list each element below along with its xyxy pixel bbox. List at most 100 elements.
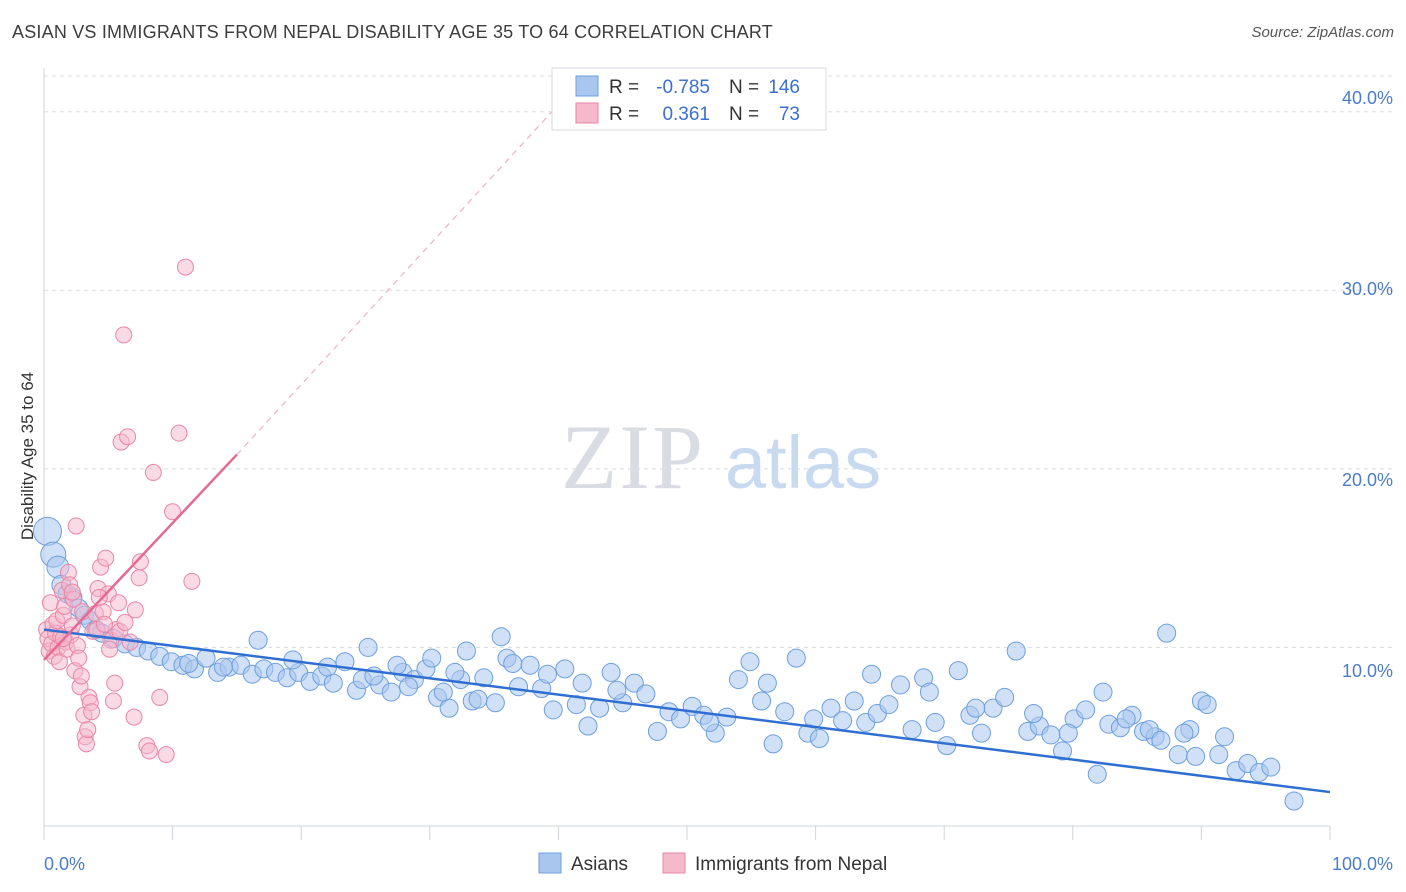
asians-point [1093,682,1113,702]
watermark: ZIP atlas [561,406,881,508]
nepal-point [104,692,122,710]
asians-point [358,637,378,657]
asians-point [902,720,922,740]
asians-point [1053,741,1073,761]
asians-point [1116,709,1136,729]
asians-point [590,698,610,718]
bottom-legend-label-asians: Asians [571,854,628,875]
asians-point [485,693,505,713]
asians-point [543,700,563,720]
asians-point [1197,695,1217,715]
nepal-trendline-extension [236,111,553,455]
asians-trendline [43,628,1331,794]
nepal-point [130,569,148,587]
nepal-point [183,572,201,590]
asians-point [966,698,986,718]
xtick-labels: 0.0% 100.0% [44,854,1393,874]
asians-point [1174,723,1194,743]
asians-point [491,627,511,647]
asians-point [248,630,268,650]
asians-point [809,729,829,748]
asians-point [387,655,407,675]
nepal-point [115,326,133,344]
asians-point [1041,725,1061,745]
nepal-point [101,640,119,658]
asians-point [439,698,459,718]
asians-point [763,734,783,754]
asians-point [1006,641,1026,661]
asians-point [572,673,592,693]
asians-point [757,673,777,693]
asians-point [601,662,621,682]
asians-point [422,648,442,668]
asians-point [740,652,760,672]
legend-r-value: -0.785 [656,77,710,98]
nepal-point [140,742,158,760]
ytick-label: 20.0% [1342,470,1393,490]
asians-point [1157,623,1177,643]
ytick-label: 30.0% [1342,279,1393,299]
nepal-point [151,688,169,706]
nepal-point [125,708,143,726]
legend-n-value: 73 [779,104,800,125]
chart-source: Source: ZipAtlas.com [1251,24,1394,41]
nepal-point [144,463,162,481]
nepal-point [63,583,81,601]
legend-swatch-asians [575,75,599,97]
asians-point [399,677,419,697]
asians-point [456,641,476,661]
ytick-labels: 10.0% 20.0% 30.0% 40.0% [1342,88,1393,681]
asians-point [862,664,882,684]
asians-point [32,516,62,546]
asians-point [1058,723,1078,743]
nepal-point [157,746,175,764]
gridlines [44,75,1392,648]
asians-point [323,673,343,693]
nepal-point [170,424,188,442]
asians-point [879,695,899,715]
asians-point [520,655,540,675]
ytick-label: 40.0% [1342,88,1393,108]
nepal-point [41,594,59,612]
asians-point [775,702,795,722]
nepal-point [97,549,115,567]
watermark-atlas: atlas [725,421,881,504]
legend-n-label: N = [729,77,759,98]
asians-point [948,661,968,681]
nepal-point [110,594,128,612]
nepal-point [176,258,194,276]
asians-point [509,677,529,697]
nepal-point [70,649,88,667]
asians-point [445,662,465,682]
asians-point [995,687,1015,707]
xtick-label-max: 100.0% [1332,854,1393,874]
legend-n-value: 146 [768,77,800,98]
nepal-trendline [43,453,238,661]
asians-point [728,670,748,690]
axes [43,68,1331,840]
asians-point [381,682,401,702]
bottom-legend: Asians Immigrants from Nepal [538,852,887,875]
nepal-point [77,735,95,753]
asians-point [607,680,627,700]
legend-r-label: R = [609,77,639,98]
xtick-label-min: 0.0% [44,854,85,874]
asians-point [833,711,853,731]
legend-swatch-nepal [575,102,599,124]
asians-point [1024,704,1044,723]
bottom-legend-swatch-nepal [662,852,686,874]
asians-point [647,721,667,741]
trendlines [43,111,1331,794]
asians-point [503,654,523,673]
asians-point [1261,757,1281,777]
legend: R = -0.785 N = 146 R = 0.361 N = 73 [551,67,827,131]
asians-point [890,675,910,695]
asians-point [925,712,945,732]
asians-point [752,691,772,711]
asians-point [636,684,656,704]
asians-point [537,664,557,684]
series-nepal [38,258,201,764]
asians-point [1151,730,1171,750]
nepal-point [119,428,137,446]
